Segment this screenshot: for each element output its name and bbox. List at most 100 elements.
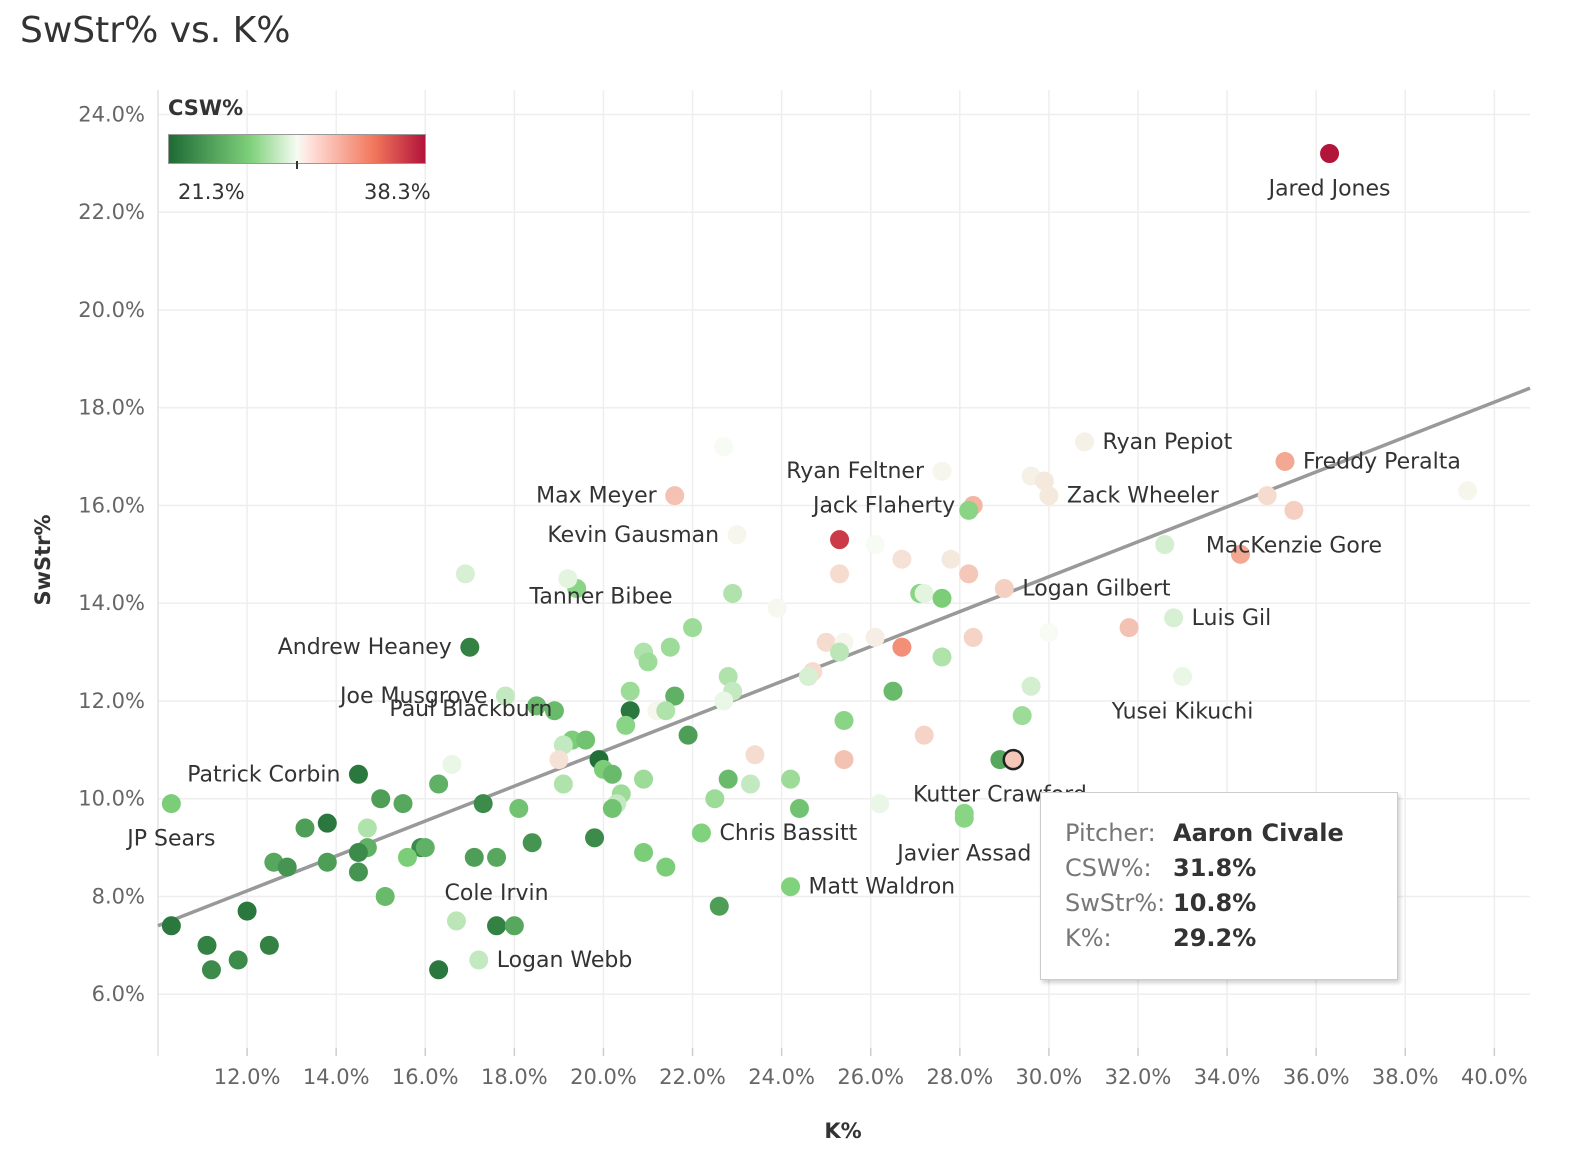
data-point-jp-sears[interactable] [161, 794, 181, 814]
data-point-unlabeled[interactable] [415, 838, 435, 858]
data-point-unlabeled[interactable] [959, 564, 979, 584]
data-point-unlabeled[interactable] [723, 583, 743, 603]
data-point-unlabeled[interactable] [616, 715, 636, 735]
data-point-ryan-feltner[interactable] [932, 461, 952, 481]
data-point-unlabeled[interactable] [620, 701, 640, 721]
data-point-aaron-civale[interactable] [1002, 748, 1025, 771]
data-point-unlabeled[interactable] [228, 950, 248, 970]
data-point-kevin-gausman[interactable] [727, 525, 747, 545]
data-point-zack-wheeler[interactable] [1039, 486, 1059, 506]
data-point-unlabeled[interactable] [656, 701, 676, 721]
data-point-unlabeled[interactable] [446, 911, 466, 931]
data-point-unlabeled[interactable] [442, 755, 462, 775]
data-point-unlabeled[interactable] [656, 857, 676, 877]
data-point-unlabeled[interactable] [1155, 535, 1175, 555]
data-point-unlabeled[interactable] [348, 862, 368, 882]
data-point-unlabeled[interactable] [553, 774, 573, 794]
data-point-unlabeled[interactable] [634, 769, 654, 789]
data-point-unlabeled[interactable] [553, 735, 573, 755]
data-point-unlabeled[interactable] [455, 564, 475, 584]
data-point-luis-gil[interactable] [1164, 608, 1184, 628]
data-point-unlabeled[interactable] [375, 886, 395, 906]
data-point-unlabeled[interactable] [277, 857, 297, 877]
data-point-logan-gilbert[interactable] [994, 579, 1014, 599]
data-point-unlabeled[interactable] [870, 794, 890, 814]
data-point-unlabeled[interactable] [914, 583, 934, 603]
data-point-unlabeled[interactable] [527, 696, 547, 716]
data-point-unlabeled[interactable] [963, 627, 983, 647]
data-point-unlabeled[interactable] [544, 701, 564, 721]
data-point-unlabeled[interactable] [509, 799, 529, 818]
data-point-unlabeled[interactable] [1021, 676, 1041, 696]
data-point-unlabeled[interactable] [429, 774, 449, 794]
data-point-unlabeled[interactable] [1034, 471, 1054, 491]
data-point-unlabeled[interactable] [745, 745, 765, 765]
data-point-unlabeled[interactable] [464, 847, 484, 867]
data-point-unlabeled[interactable] [259, 935, 279, 955]
data-point-logan-webb[interactable] [469, 950, 489, 970]
data-point-unlabeled[interactable] [834, 711, 854, 731]
data-point-unlabeled[interactable] [883, 681, 903, 701]
data-point-tanner-bibee[interactable] [683, 618, 703, 638]
data-point-unlabeled[interactable] [660, 637, 680, 657]
data-point-unlabeled[interactable] [317, 852, 337, 872]
data-point-unlabeled[interactable] [798, 667, 818, 687]
data-point-unlabeled[interactable] [602, 764, 622, 784]
data-point-joe-musgrove[interactable] [495, 686, 515, 706]
data-point-cole-irvin[interactable] [487, 916, 507, 936]
data-point-unlabeled[interactable] [714, 437, 734, 457]
data-point-unlabeled[interactable] [522, 833, 542, 853]
data-point-unlabeled[interactable] [941, 549, 961, 569]
data-point-unlabeled[interactable] [892, 549, 912, 569]
data-point-patrick-corbin[interactable] [348, 764, 368, 784]
data-point-unlabeled[interactable] [830, 530, 850, 550]
data-point-matt-waldron[interactable] [781, 877, 801, 897]
data-point-unlabeled[interactable] [504, 916, 524, 936]
data-point-unlabeled[interactable] [317, 813, 337, 833]
data-point-unlabeled[interactable] [865, 535, 885, 555]
data-point-unlabeled[interactable] [665, 686, 685, 706]
data-point-unlabeled[interactable] [576, 730, 596, 750]
data-point-unlabeled[interactable] [1119, 618, 1139, 638]
data-point-unlabeled[interactable] [558, 569, 578, 589]
data-point-unlabeled[interactable] [429, 960, 449, 980]
data-point-unlabeled[interactable] [816, 632, 836, 652]
data-point-unlabeled[interactable] [602, 799, 622, 818]
data-point-unlabeled[interactable] [1012, 706, 1032, 726]
data-point-unlabeled[interactable] [830, 642, 850, 662]
data-point-unlabeled[interactable] [585, 828, 605, 848]
data-point-unlabeled[interactable] [371, 789, 391, 809]
data-point-unlabeled[interactable] [295, 818, 315, 838]
data-point-unlabeled[interactable] [789, 799, 809, 818]
data-point-unlabeled[interactable] [1039, 623, 1059, 643]
color-legend[interactable]: CSW% 21.3% 38.3% [168, 96, 448, 204]
data-point-unlabeled[interactable] [1257, 486, 1277, 506]
data-point-unlabeled[interactable] [740, 774, 760, 794]
data-point-unlabeled[interactable] [830, 564, 850, 584]
data-point-unlabeled[interactable] [932, 647, 952, 667]
data-point-unlabeled[interactable] [781, 769, 801, 789]
data-point-unlabeled[interactable] [197, 935, 217, 955]
data-point-freddy-peralta[interactable] [1275, 451, 1295, 471]
data-point-unlabeled[interactable] [714, 691, 734, 711]
data-point-ryan-pepiot[interactable] [1075, 432, 1095, 452]
data-point-unlabeled[interactable] [678, 725, 698, 745]
data-point-unlabeled[interactable] [705, 789, 725, 809]
data-point-unlabeled[interactable] [620, 681, 640, 701]
data-point-unlabeled[interactable] [201, 960, 221, 980]
data-point-unlabeled[interactable] [954, 803, 974, 823]
data-point-unlabeled[interactable] [932, 588, 952, 608]
data-point-unlabeled[interactable] [237, 901, 257, 921]
data-point-chris-bassitt[interactable] [691, 823, 711, 843]
data-point-unlabeled[interactable] [487, 847, 507, 867]
data-point-unlabeled[interactable] [161, 916, 181, 936]
data-point-yusei-kikuchi[interactable] [1173, 667, 1193, 687]
data-point-unlabeled[interactable] [718, 769, 738, 789]
data-point-unlabeled[interactable] [634, 842, 654, 862]
data-point-jared-jones[interactable] [1320, 144, 1340, 164]
data-point-mackenzie-gore[interactable] [1284, 500, 1304, 520]
data-point-unlabeled[interactable] [393, 794, 413, 814]
data-point-unlabeled[interactable] [397, 847, 417, 867]
data-point-unlabeled[interactable] [473, 794, 493, 814]
data-point-unlabeled[interactable] [709, 896, 729, 916]
